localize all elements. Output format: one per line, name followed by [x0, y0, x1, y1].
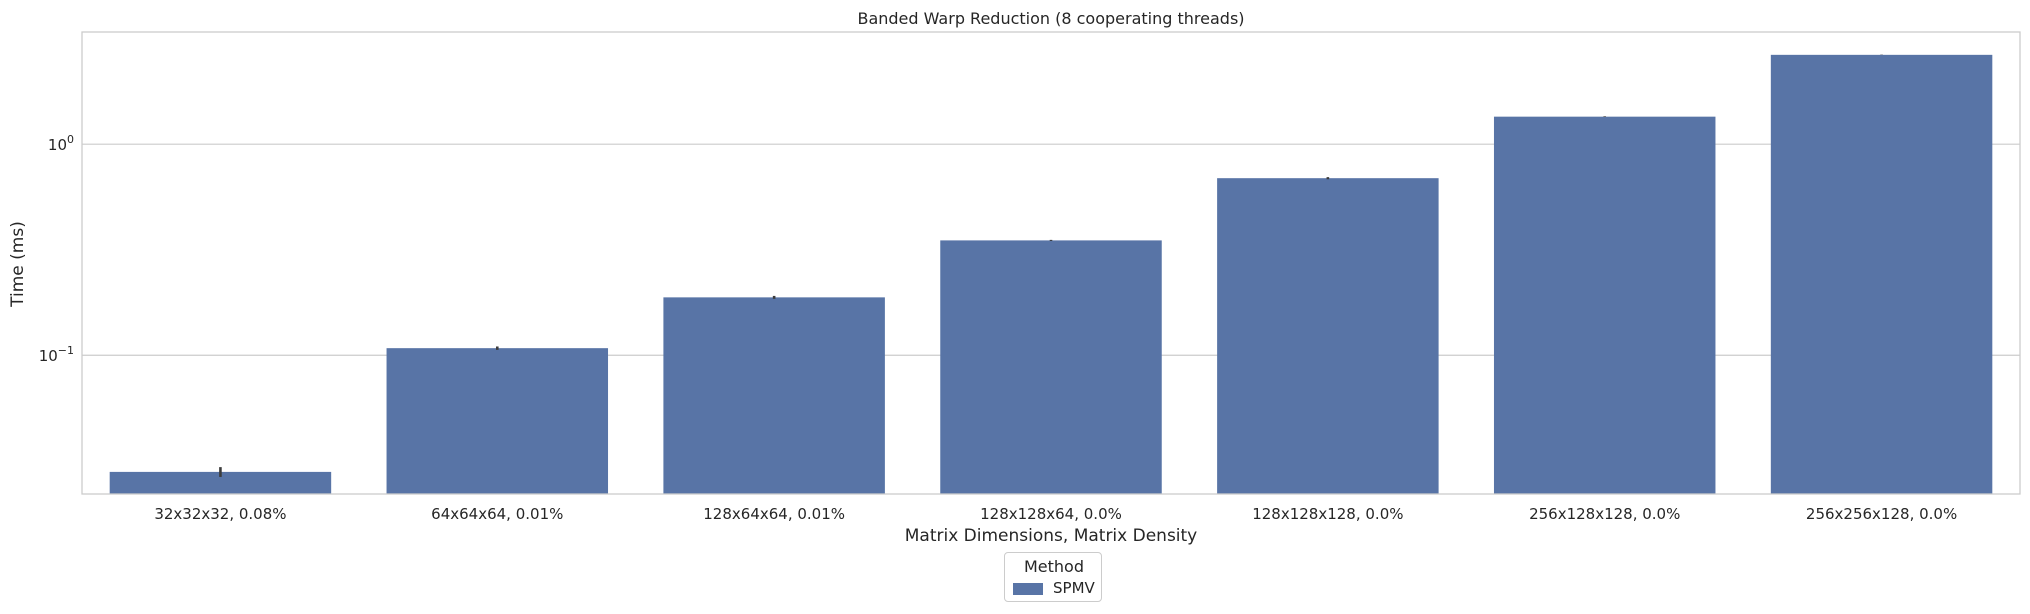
x-tick-label: 256x128x128, 0.0% [1529, 505, 1680, 523]
legend-label-spmv: SPMV [1053, 579, 1095, 597]
bar [109, 471, 332, 494]
bar [1493, 116, 1716, 495]
bars [109, 54, 1993, 495]
bar [663, 297, 885, 494]
bar [386, 348, 609, 494]
y-tick-exponent: −1 [58, 344, 74, 357]
chart-title: Banded Warp Reduction (8 cooperating thr… [857, 9, 1244, 28]
plot-frame [81, 31, 2021, 495]
x-tick-labels: 32x32x32, 0.08% 64x64x64, 0.01% 128x64x64,… [154, 505, 1957, 523]
y-tick-base: 10 [48, 136, 67, 154]
x-tick-label: 256x256x128, 0.0% [1806, 505, 1957, 523]
bar [940, 240, 1162, 494]
x-tick-label: 128x128x128, 0.0% [1252, 505, 1403, 523]
bar [1217, 178, 1439, 494]
bar [1770, 54, 1993, 495]
x-tick-label: 128x128x64, 0.0% [980, 505, 1122, 523]
legend-title: Method [1023, 557, 1084, 576]
y-tick-base: 10 [39, 347, 58, 365]
y-axis-label: Time (ms) [8, 221, 28, 308]
legend-swatch-spmv [1013, 583, 1043, 595]
y-tick-label: 10−1 [39, 344, 74, 365]
x-tick-label: 64x64x64, 0.01% [431, 505, 563, 523]
x-tick-label: 32x32x32, 0.08% [154, 505, 286, 523]
legend: Method SPMV [1004, 552, 1102, 602]
x-tick-label: 128x64x64, 0.01% [703, 505, 845, 523]
y-tick-label: 100 [48, 133, 74, 154]
y-tick-exponent: 0 [67, 133, 74, 146]
x-axis-label: Matrix Dimensions, Matrix Density [905, 526, 1198, 546]
